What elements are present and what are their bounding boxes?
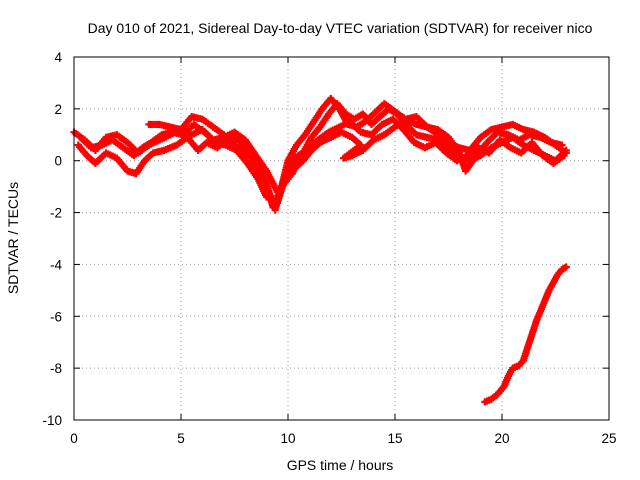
data-series bbox=[70, 94, 570, 406]
y-tick-label: 0 bbox=[54, 154, 62, 169]
data-point bbox=[562, 146, 570, 154]
x-axis-label: GPS time / hours bbox=[287, 457, 394, 473]
x-tick-label: 15 bbox=[387, 431, 402, 446]
x-tick-label: 20 bbox=[494, 431, 509, 446]
x-tick-label: 10 bbox=[280, 431, 295, 446]
y-tick-label: -2 bbox=[50, 206, 62, 221]
y-tick-label: -10 bbox=[42, 413, 62, 428]
series-track-e bbox=[481, 263, 570, 406]
y-tick-label: 4 bbox=[54, 50, 62, 65]
series-track-d bbox=[76, 100, 570, 206]
chart-title: Day 010 of 2021, Sidereal Day-to-day VTE… bbox=[88, 20, 593, 36]
x-tick-label: 5 bbox=[177, 431, 185, 446]
x-tick-label: 0 bbox=[70, 431, 78, 446]
x-tick-label: 25 bbox=[601, 431, 616, 446]
data-point bbox=[562, 263, 570, 271]
y-tick-label: -6 bbox=[50, 309, 62, 324]
y-tick-label: -4 bbox=[50, 257, 62, 272]
y-tick-label: -8 bbox=[50, 361, 62, 376]
y-axis-label: SDTVAR / TECUs bbox=[5, 182, 21, 294]
y-tick-label: 2 bbox=[54, 102, 62, 117]
plot-frame bbox=[73, 56, 610, 421]
